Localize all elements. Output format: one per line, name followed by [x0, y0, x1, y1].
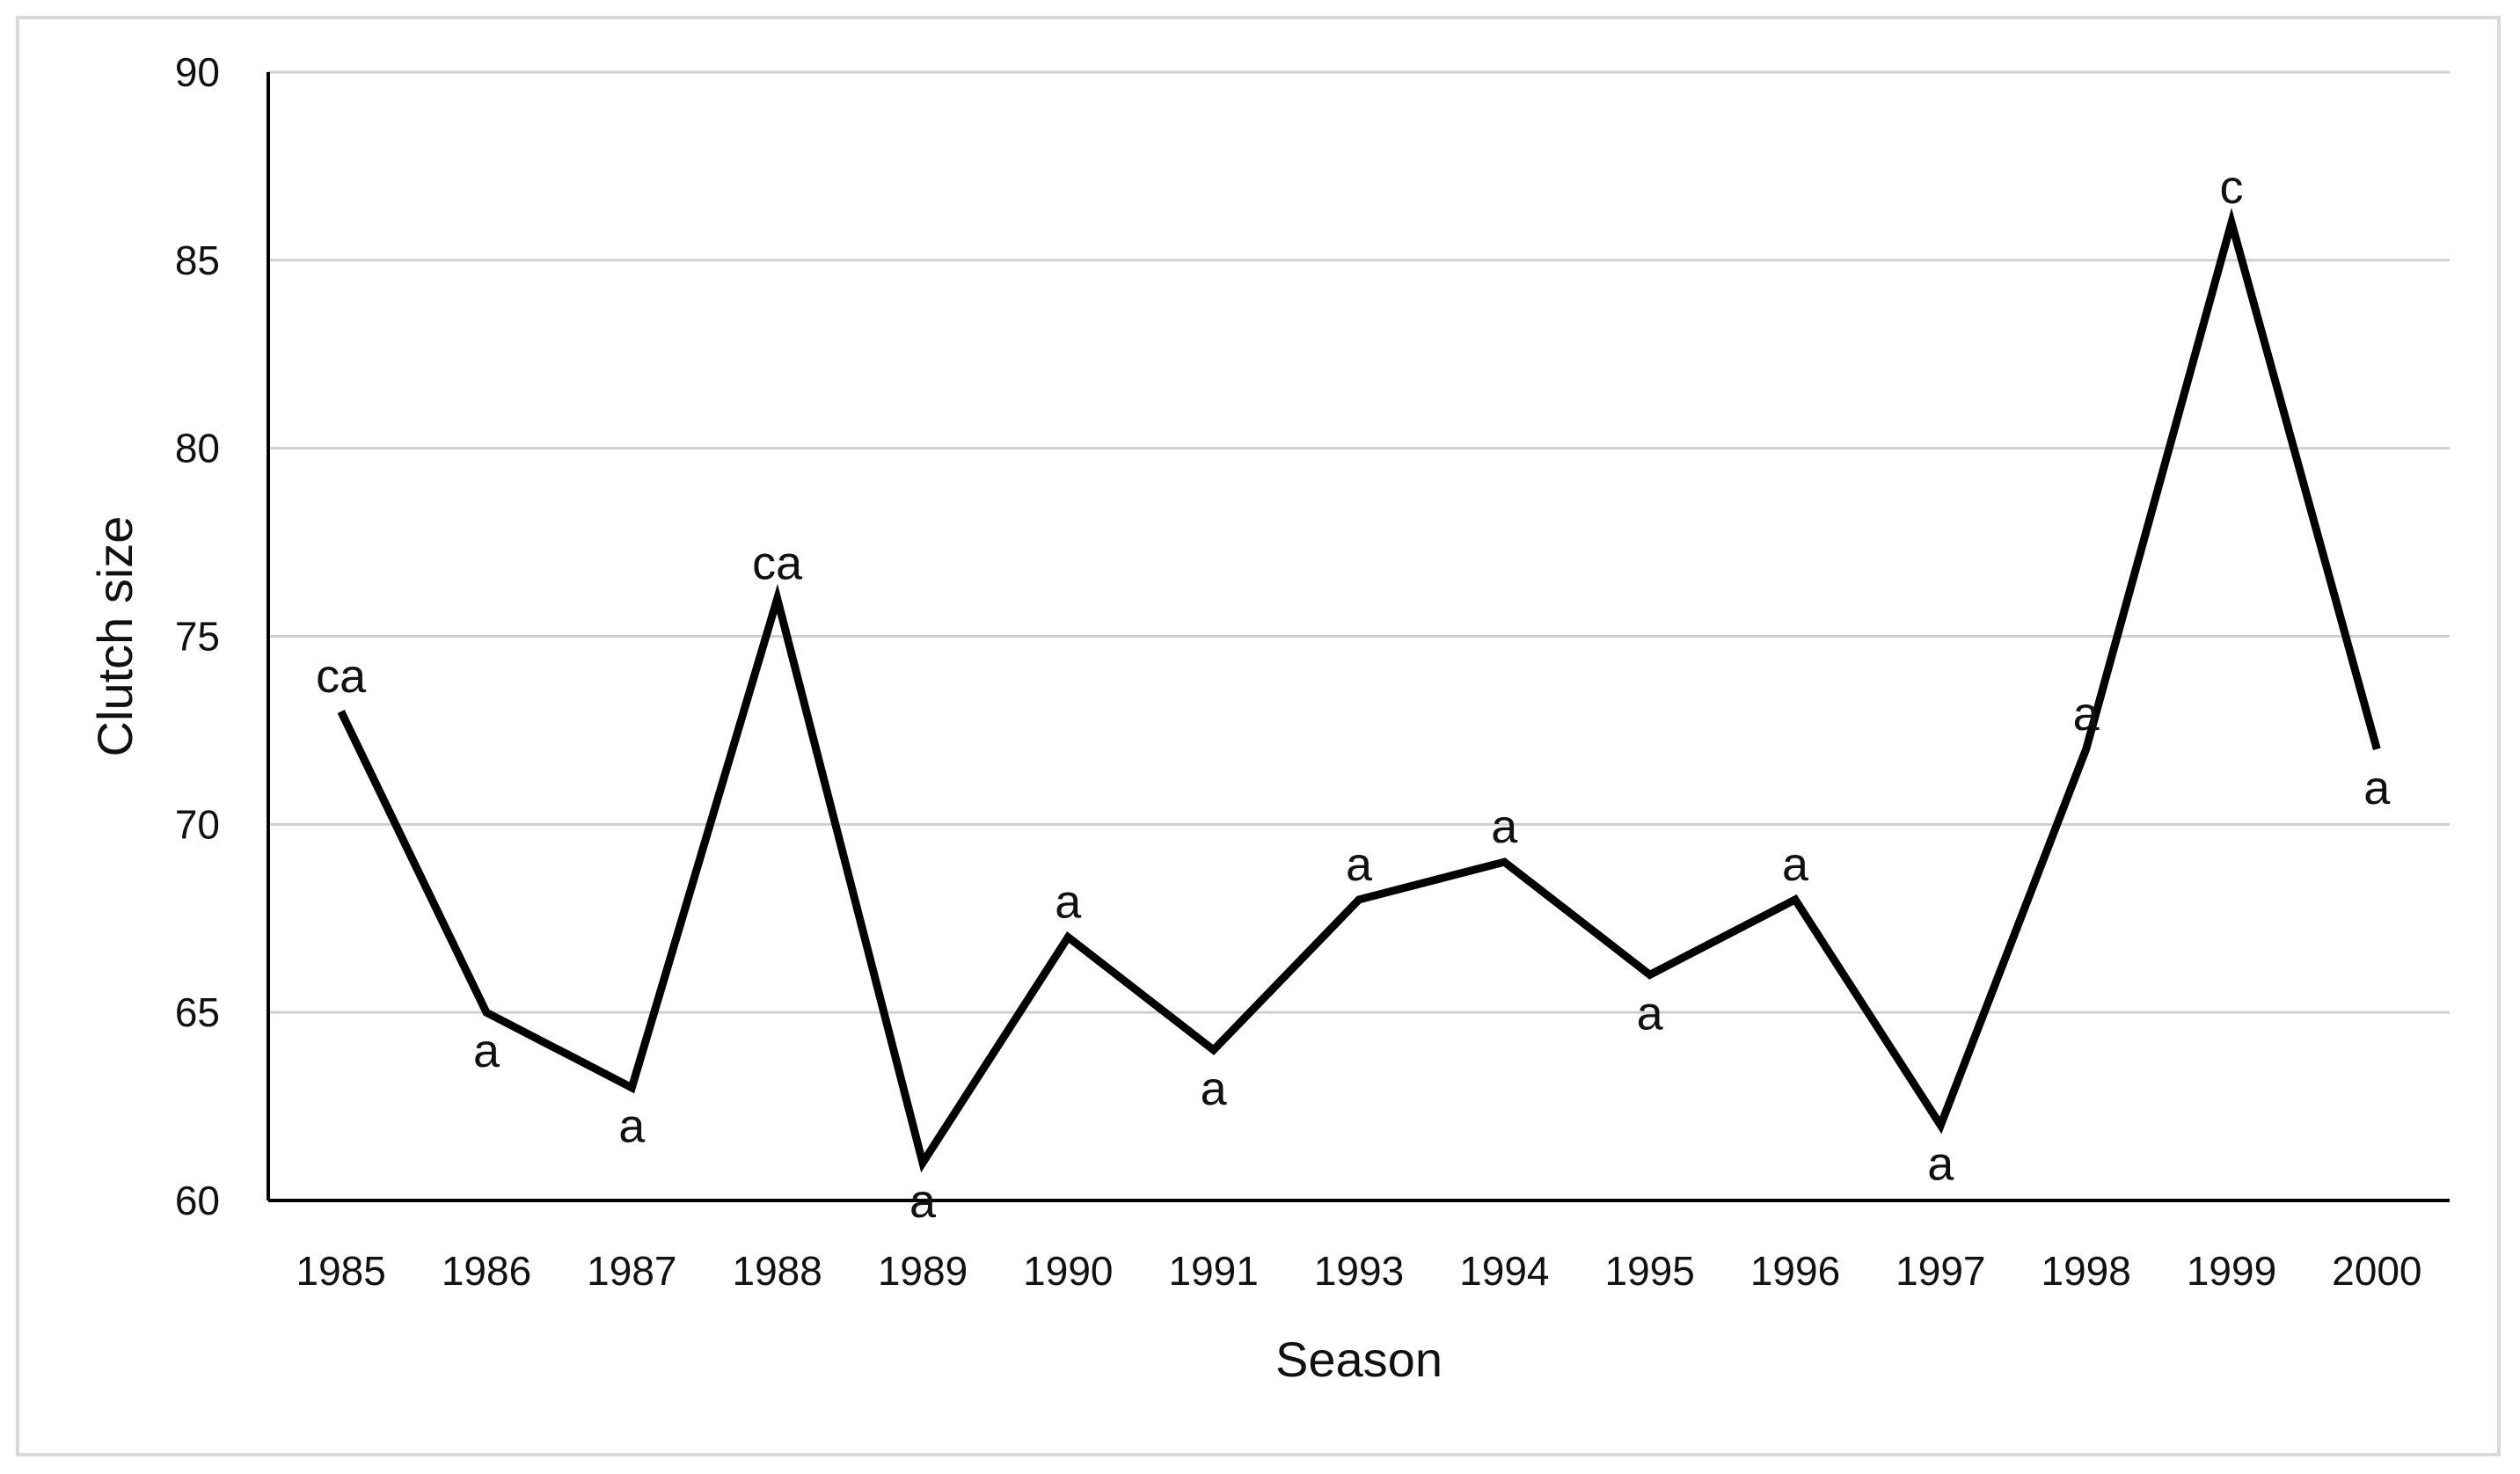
x-tick-label: 2000 — [2332, 1248, 2421, 1294]
x-tick-label: 1989 — [878, 1248, 968, 1294]
point-label: a — [2073, 688, 2100, 741]
x-tick-label: 1986 — [442, 1248, 531, 1294]
x-axis-ticks: 1985 1986 1987 1988 1989 1990 1991 1993 1994 1995… — [296, 1248, 2421, 1294]
y-axis-title: Clutch size — [87, 516, 142, 757]
clutch-size-line — [337, 208, 2381, 1173]
x-tick-label: 1996 — [1750, 1248, 1840, 1294]
point-label: a — [1782, 838, 1809, 891]
x-tick-label: 1985 — [296, 1248, 385, 1294]
point-label: a — [1055, 876, 1082, 929]
point-label: c — [2220, 161, 2244, 214]
x-tick-label: 1990 — [1023, 1248, 1113, 1294]
y-tick-label: 90 — [175, 49, 220, 95]
y-tick-label: 75 — [175, 614, 220, 660]
point-label: a — [473, 1025, 500, 1077]
y-tick-label: 80 — [175, 426, 220, 471]
gridlines — [268, 70, 2450, 1014]
x-tick-label: 1995 — [1604, 1248, 1694, 1294]
y-tick-label: 85 — [175, 237, 220, 283]
y-tick-label: 65 — [175, 989, 220, 1035]
x-tick-label: 1991 — [1168, 1248, 1258, 1294]
x-tick-label: 1998 — [2041, 1248, 2130, 1294]
x-axis-title: Season — [1275, 1332, 1443, 1387]
x-tick-label: 1988 — [732, 1248, 822, 1294]
y-tick-label: 60 — [175, 1178, 220, 1223]
x-tick-label: 1993 — [1314, 1248, 1404, 1294]
x-tick-label: 1987 — [587, 1248, 676, 1294]
point-label: a — [618, 1100, 646, 1153]
point-label: a — [2363, 762, 2391, 814]
point-label: ca — [752, 537, 803, 590]
point-label: a — [1637, 987, 1664, 1040]
y-tick-label: 70 — [175, 801, 220, 847]
point-label: ca — [316, 650, 367, 703]
point-label: a — [1201, 1062, 1228, 1115]
x-tick-label: 1999 — [2187, 1248, 2276, 1294]
point-label: a — [1346, 838, 1373, 891]
point-label: a — [1927, 1137, 1954, 1190]
x-tick-label: 1994 — [1459, 1248, 1549, 1294]
x-tick-label: 1997 — [1895, 1248, 1985, 1294]
y-axis-ticks: 60 65 70 75 80 85 90 — [175, 49, 220, 1223]
point-label: a — [909, 1175, 937, 1228]
point-label: a — [1491, 800, 1518, 853]
